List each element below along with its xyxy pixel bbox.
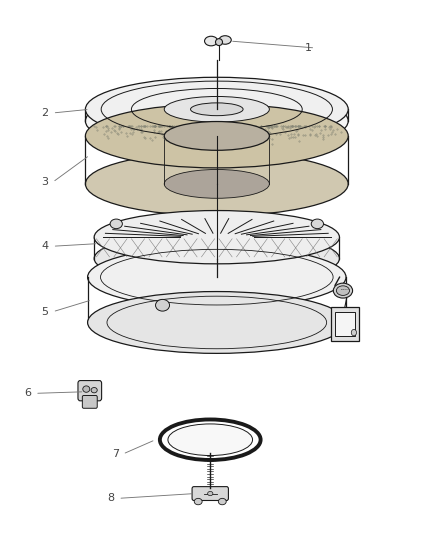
- Ellipse shape: [168, 424, 253, 456]
- Ellipse shape: [194, 498, 202, 505]
- Bar: [331, 306, 359, 341]
- Text: 4: 4: [42, 241, 49, 251]
- Ellipse shape: [155, 300, 170, 311]
- Ellipse shape: [164, 169, 269, 198]
- Ellipse shape: [91, 387, 97, 393]
- Ellipse shape: [94, 232, 339, 285]
- Text: 2: 2: [42, 108, 49, 118]
- Bar: [335, 312, 355, 336]
- Ellipse shape: [85, 104, 348, 168]
- Text: 3: 3: [42, 177, 49, 187]
- Ellipse shape: [110, 219, 122, 229]
- Text: 5: 5: [42, 307, 49, 317]
- Ellipse shape: [85, 89, 348, 153]
- Ellipse shape: [164, 122, 269, 150]
- Ellipse shape: [333, 283, 353, 298]
- Ellipse shape: [83, 386, 90, 392]
- Ellipse shape: [85, 152, 348, 216]
- Ellipse shape: [219, 36, 231, 44]
- Ellipse shape: [218, 498, 226, 505]
- Ellipse shape: [88, 292, 346, 353]
- Ellipse shape: [94, 211, 339, 264]
- Text: 6: 6: [24, 389, 31, 398]
- Ellipse shape: [205, 36, 218, 46]
- Ellipse shape: [311, 219, 324, 229]
- FancyBboxPatch shape: [78, 381, 102, 401]
- Ellipse shape: [88, 246, 346, 308]
- Ellipse shape: [336, 286, 350, 295]
- Ellipse shape: [208, 491, 213, 496]
- Text: TORQUE: TORQUE: [340, 288, 349, 289]
- Ellipse shape: [85, 77, 348, 141]
- Ellipse shape: [215, 39, 223, 45]
- FancyBboxPatch shape: [192, 487, 229, 500]
- Text: 7: 7: [112, 449, 119, 459]
- Ellipse shape: [164, 96, 269, 122]
- Ellipse shape: [351, 329, 357, 336]
- Text: 8: 8: [107, 494, 114, 503]
- Text: 1: 1: [304, 43, 311, 53]
- Ellipse shape: [191, 103, 243, 116]
- FancyBboxPatch shape: [82, 395, 97, 408]
